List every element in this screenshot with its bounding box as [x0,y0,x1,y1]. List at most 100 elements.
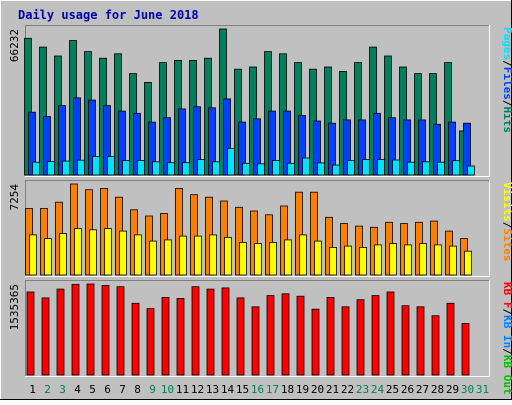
bar-kb-f [101,285,110,376]
x-tick-label: 2 [44,383,51,396]
bar-visits [44,238,52,276]
bar-visits [419,243,427,276]
bar-sites [250,210,258,276]
chart-title: Daily usage for June 2018 [18,8,199,22]
bar-kb-f [431,315,440,376]
x-tick-label: 15 [236,383,249,396]
x-tick-label: 9 [149,383,156,396]
bar-kb-f [401,305,410,376]
bar-kb-f [446,302,455,376]
x-tick-label: 23 [356,383,369,396]
bar-files [418,119,426,176]
bar-files [133,112,141,176]
bar-kb-f [146,308,155,376]
x-tick-label: 7 [119,383,126,396]
legend-separator: / [501,60,512,67]
bar-kb-f [236,297,245,376]
bar-pages [227,148,235,176]
chart-panels: 66232Pages/Files/Hits7254Visits/Sites153… [8,25,512,395]
bar-files [193,106,201,176]
bar-pages [92,156,100,176]
bar-kb-f [56,288,65,376]
x-tick-label: 12 [191,383,204,396]
x-tick-label: 8 [134,383,141,396]
x-tick-label: 21 [326,383,339,396]
bar-sites [310,191,318,276]
legend: KB F/KB In/KB Out [501,282,512,395]
legend-item: Pages [501,27,512,60]
bar-kb-f [26,291,35,376]
bar-files [28,111,36,176]
x-tick-label: 29 [446,383,459,396]
legend-item: KB F [501,282,512,309]
bar-visits [299,234,307,276]
x-axis-labels: 1 2 3 4 5 6 7 8 9 10 11 12 13 14 15 16 17 18 19 20 21 22 23 24 2… [29,383,489,396]
y-max-label: 1535365 [8,284,21,330]
bar-sites [175,187,183,276]
bar-pages [362,159,370,176]
bar-kb-f [311,308,320,376]
bar-pages [107,156,115,176]
bar-pages [272,160,280,176]
bar-kb-f [386,291,395,376]
x-tick-label: 20 [311,383,324,396]
bar-files [238,121,246,176]
bar-visits [464,250,472,276]
x-tick-label: 6 [104,383,111,396]
bar-kb-f [251,306,260,376]
x-tick-label: 1 [29,383,36,396]
bar-visits [314,240,322,276]
x-tick-label: 26 [401,383,414,396]
bar-pages [167,162,175,176]
bar-kb-f [416,306,425,376]
legend-item: KB In [501,315,512,348]
x-tick-label: 4 [74,383,81,396]
bar-hits [369,46,377,176]
bar-files [118,110,126,176]
bar-kb-f [221,287,230,376]
x-tick-label: 10 [161,383,174,396]
bar-pages [122,160,130,176]
x-tick-label: 16 [251,383,264,396]
bar-sites [190,194,198,276]
bar-visits [404,244,412,276]
x-tick-label: 31 [476,383,489,396]
legend-separator: / [501,348,512,355]
bar-hits [324,66,332,176]
bar-files [358,119,366,176]
bar-hits [24,37,32,176]
bar-files [373,112,381,176]
x-tick-label: 28 [431,383,444,396]
bar-files [298,115,306,176]
bar-visits [374,244,382,276]
legend-item: Visits [501,182,512,222]
legend-item: Files [501,67,512,100]
bar-kb-f [341,306,350,376]
bar-pages [302,157,310,176]
bar-kb-f [281,293,290,376]
bar-pages [467,165,475,176]
bar-visits [104,228,112,276]
x-tick-label: 13 [206,383,219,396]
bar-pages [212,161,220,176]
legend-item: Hits [501,107,512,134]
bar-files [163,117,171,176]
bar-visits [224,236,232,276]
legend: Visits/Sites [501,182,512,262]
bar-files [328,122,336,176]
legend-item: KB Out [501,355,512,395]
bar-pages [452,160,460,176]
bar-pages [437,161,445,176]
bar-kb-f [176,298,185,376]
bar-sites [295,191,303,276]
bar-visits [59,233,67,276]
bar-files [208,107,216,176]
bar-files [343,119,351,176]
bar-visits [209,234,217,276]
x-tick-label: 3 [59,383,66,396]
bar-pages [332,164,340,176]
legend: Pages/Files/Hits [501,27,512,133]
bar-pages [197,159,205,176]
